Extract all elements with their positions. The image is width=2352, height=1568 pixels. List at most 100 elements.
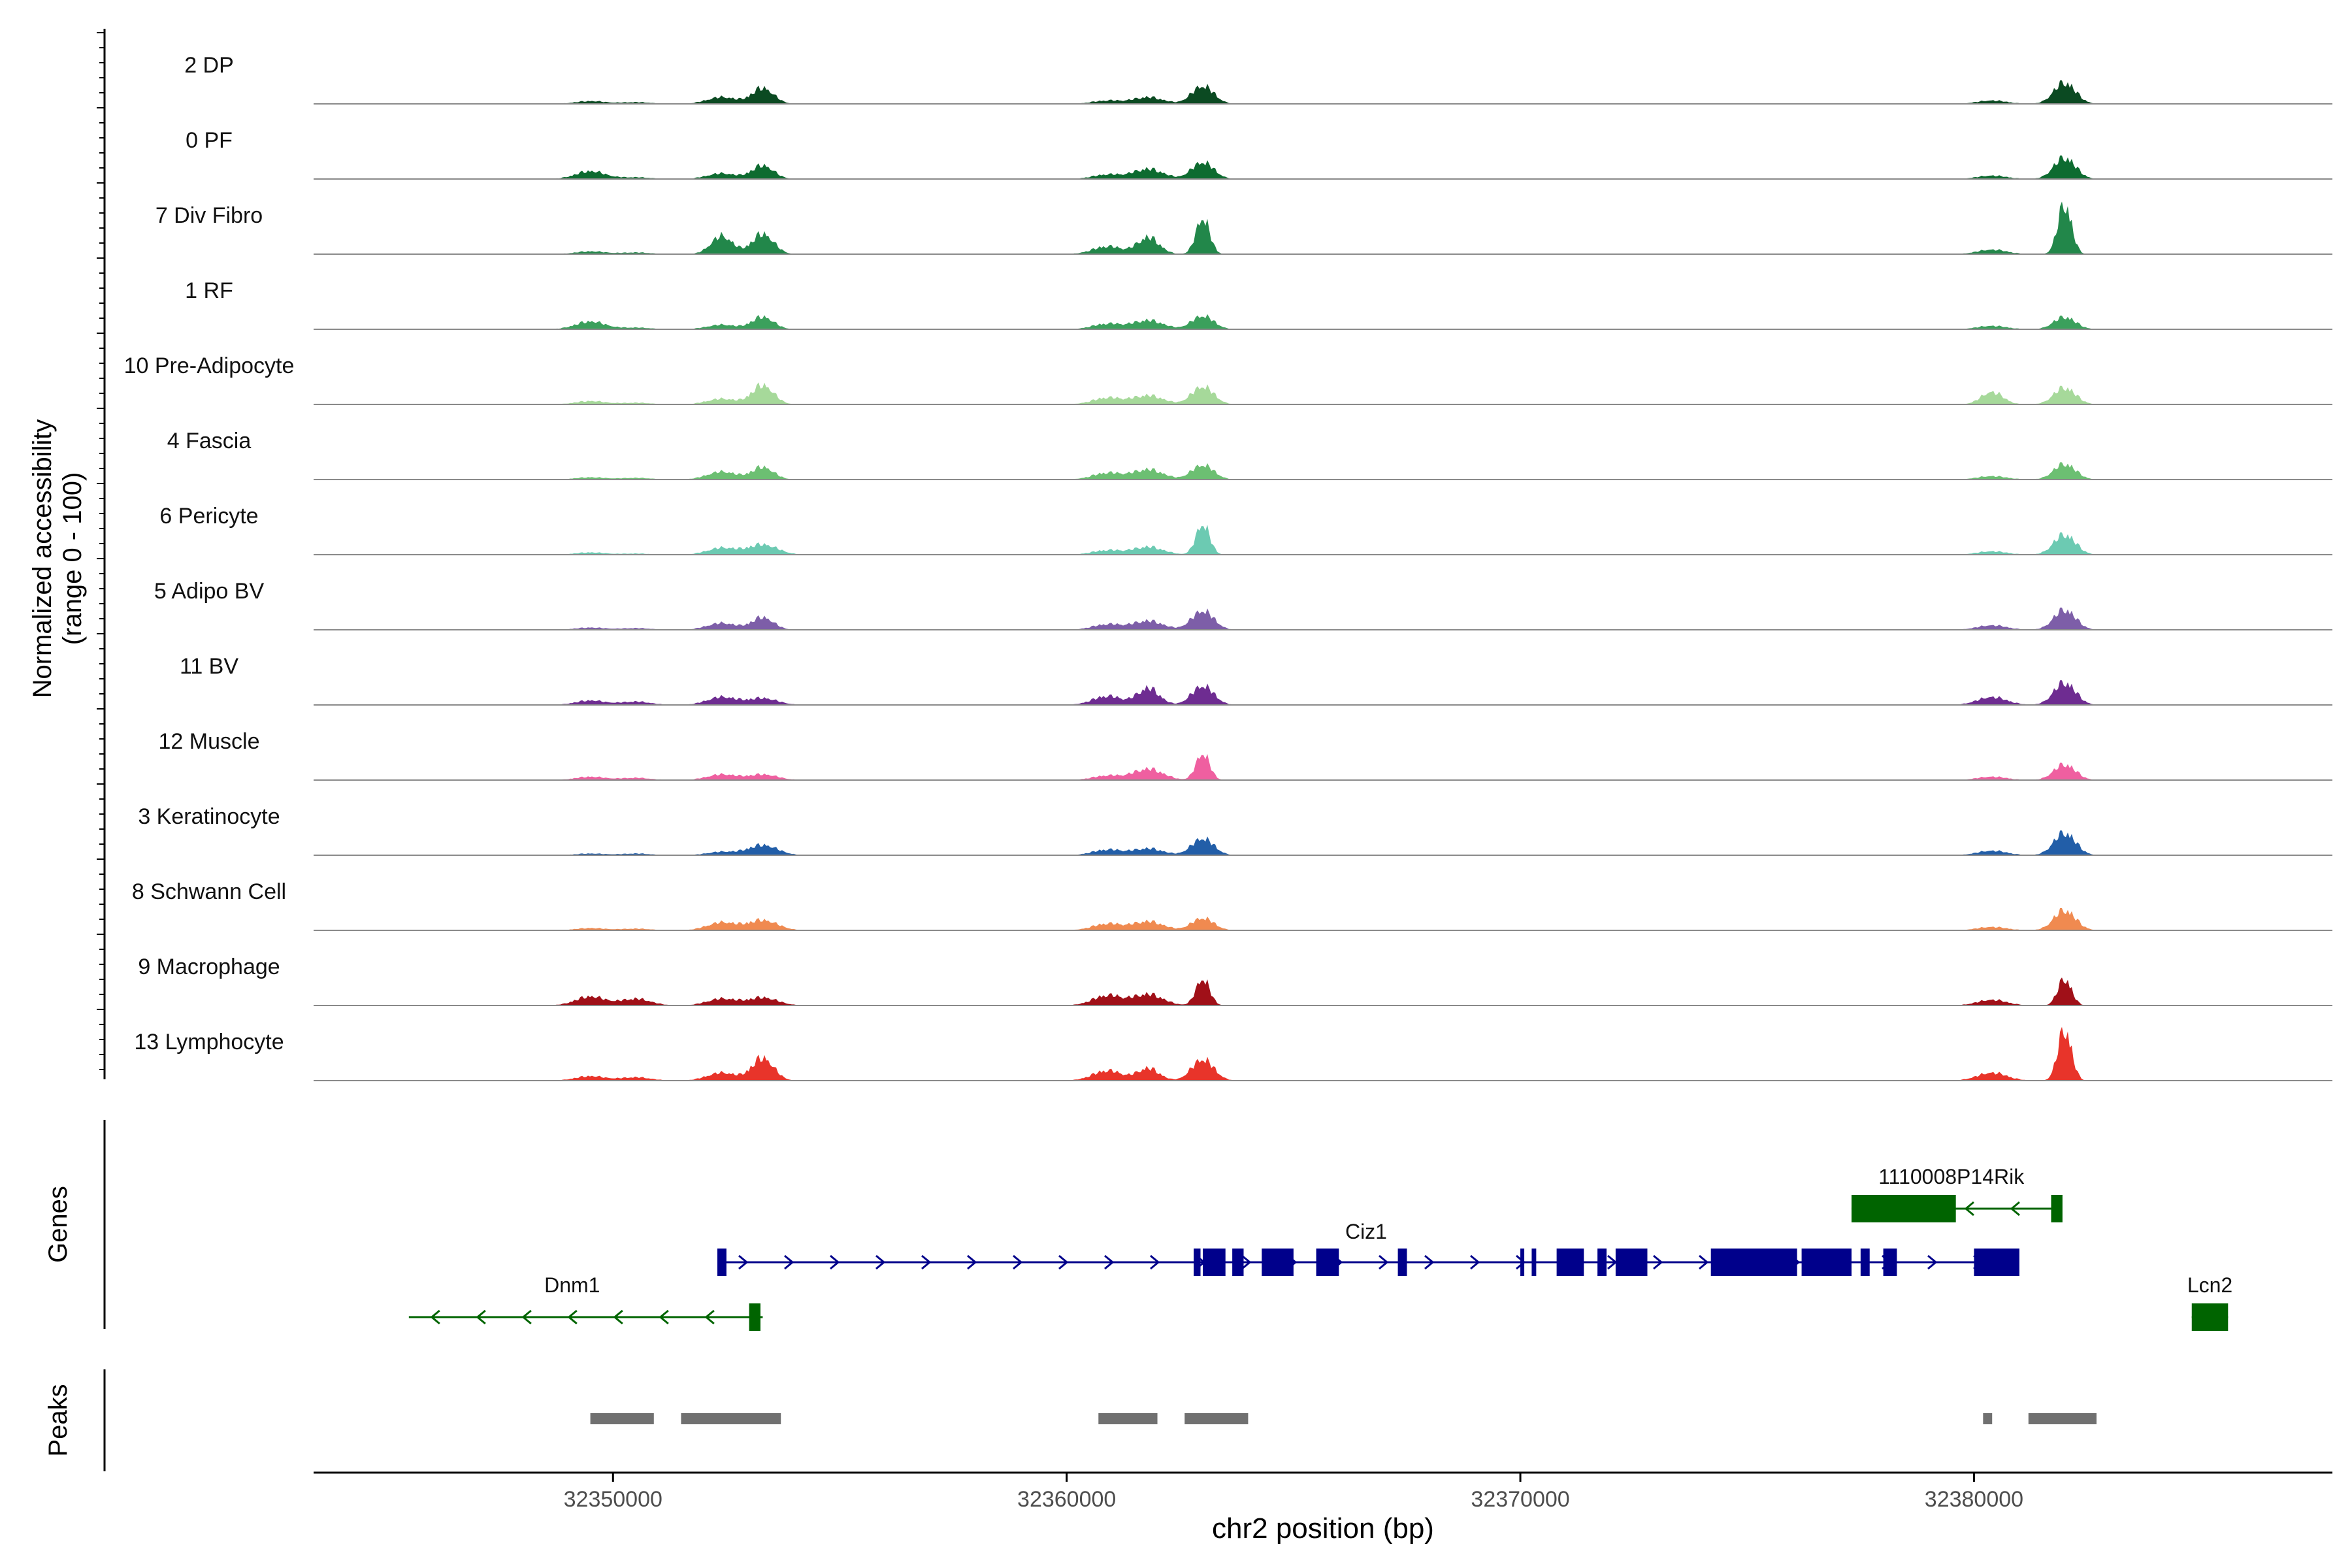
gene-label: Lcn2 bbox=[2187, 1273, 2232, 1297]
gene-ciz1: Ciz1 bbox=[717, 1220, 2019, 1276]
track-signal bbox=[314, 314, 2332, 329]
track-label: 5 Adipo BV bbox=[154, 579, 265, 604]
strand-arrow bbox=[476, 1309, 486, 1325]
track-signal bbox=[314, 830, 2332, 855]
gene-exon bbox=[749, 1303, 760, 1331]
track-label: 12 Muscle bbox=[159, 729, 260, 754]
peak-region bbox=[590, 1413, 654, 1424]
strand-arrow bbox=[430, 1309, 440, 1325]
track-label: 11 BV bbox=[180, 654, 238, 679]
track-label: 6 Pericyte bbox=[159, 504, 258, 529]
strand-arrow bbox=[1927, 1254, 1938, 1270]
gene-exon bbox=[2051, 1195, 2063, 1222]
gene-exon bbox=[2191, 1303, 2229, 1331]
track-signal bbox=[314, 462, 2332, 480]
gene-exon bbox=[1860, 1249, 1870, 1276]
strand-arrow bbox=[1013, 1254, 1023, 1270]
strand-arrow bbox=[1424, 1254, 1435, 1270]
track-11: 3 Keratinocyte bbox=[138, 804, 2332, 856]
gene-exon bbox=[1556, 1249, 1584, 1276]
peak-region bbox=[1184, 1413, 1249, 1424]
track-label: 9 Macrophage bbox=[138, 955, 280, 979]
track-signal bbox=[314, 382, 2332, 404]
x-tick-label: 32350000 bbox=[564, 1487, 662, 1512]
gene-exon bbox=[1202, 1249, 1226, 1276]
strand-arrow bbox=[521, 1309, 532, 1325]
track-signal bbox=[314, 155, 2332, 179]
track-signal bbox=[314, 80, 2332, 104]
track-signal bbox=[314, 525, 2332, 555]
gene-exon bbox=[1262, 1249, 1294, 1276]
track-9: 11 BV bbox=[180, 654, 2332, 706]
track-1: 2 DP bbox=[184, 53, 2332, 105]
strand-arrow bbox=[2010, 1201, 2020, 1217]
strand-arrow bbox=[784, 1254, 794, 1270]
track-label: 1 RF bbox=[185, 278, 233, 303]
track-label: 2 DP bbox=[184, 53, 234, 78]
track-13: 9 Macrophage bbox=[138, 955, 2332, 1006]
strand-arrow bbox=[704, 1309, 715, 1325]
y-axis-title-line1: Normalized accessibility bbox=[28, 419, 57, 698]
track-signal bbox=[314, 754, 2332, 780]
x-tick-label: 32380000 bbox=[1925, 1487, 2023, 1512]
strand-arrow bbox=[1058, 1254, 1069, 1270]
track-8: 5 Adipo BV bbox=[154, 579, 2332, 630]
track-label: 8 Schwann Cell bbox=[132, 879, 286, 904]
track-3: 7 Div Fibro bbox=[155, 201, 2332, 255]
gene-exon bbox=[1974, 1249, 2019, 1276]
strand-arrow bbox=[1150, 1254, 1160, 1270]
track-label: 3 Keratinocyte bbox=[138, 804, 280, 829]
y-axis-title-line2: (range 0 - 100) bbox=[58, 472, 87, 645]
gene-exon bbox=[1194, 1249, 1201, 1276]
peak-region bbox=[2028, 1413, 2097, 1424]
tracks-y-ticks bbox=[97, 32, 105, 1070]
track-label: 0 PF bbox=[186, 128, 233, 153]
gene-exon bbox=[1531, 1249, 1537, 1276]
strand-arrow bbox=[1379, 1254, 1389, 1270]
gene-dnm1: Dnm1 bbox=[408, 1273, 763, 1331]
accessibility-tracks: 2 DP 0 PF 7 Div Fibro 1 RF 10 Pre-Adipocyte 4… bbox=[124, 53, 2332, 1081]
track-2: 0 PF bbox=[186, 128, 2332, 180]
gene-exon bbox=[1316, 1249, 1339, 1276]
track-label: 4 Fascia bbox=[167, 429, 252, 453]
strand-arrow bbox=[1699, 1254, 1709, 1270]
strand-arrow bbox=[830, 1254, 840, 1270]
track-6: 4 Fascia bbox=[167, 429, 2332, 480]
strand-arrow bbox=[659, 1309, 669, 1325]
gene-annotation-panel: 1110008P14Rik Ciz1 Dnm1 Lcn2 bbox=[408, 1165, 2232, 1331]
peak-region bbox=[1098, 1413, 1158, 1424]
gene-exon bbox=[1520, 1249, 1525, 1276]
track-10: 12 Muscle bbox=[159, 729, 2332, 781]
track-12: 8 Schwann Cell bbox=[132, 879, 2332, 931]
strand-arrow bbox=[875, 1254, 886, 1270]
x-tick-label: 32360000 bbox=[1017, 1487, 1116, 1512]
gene-exon bbox=[1801, 1249, 1852, 1276]
peak-region bbox=[1983, 1413, 1993, 1424]
gene-exon bbox=[1232, 1249, 1244, 1276]
gene-exon bbox=[1710, 1249, 1797, 1276]
gene-label: 1110008P14Rik bbox=[1878, 1165, 2025, 1188]
track-4: 1 RF bbox=[185, 278, 2332, 330]
gene-lcn2: Lcn2 bbox=[2187, 1273, 2232, 1331]
track-signal bbox=[314, 908, 2332, 930]
track-signal bbox=[314, 1026, 2332, 1081]
track-signal bbox=[314, 608, 2332, 630]
x-axis-ticks: 32350000 32360000 32370000 32380000 bbox=[564, 1473, 2023, 1512]
peaks-panel-label: Peaks bbox=[44, 1384, 73, 1456]
track-label: 13 Lymphocyte bbox=[134, 1030, 284, 1054]
track-signal bbox=[314, 680, 2332, 705]
gene-label: Ciz1 bbox=[1345, 1220, 1387, 1243]
track-label: 10 Pre-Adipocyte bbox=[124, 353, 295, 378]
gene-exon bbox=[1615, 1249, 1648, 1276]
gene-exon bbox=[1851, 1195, 1956, 1222]
strand-arrow bbox=[567, 1309, 578, 1325]
gene-exon bbox=[717, 1249, 727, 1276]
peak-region-panel bbox=[590, 1413, 2097, 1424]
strand-arrow bbox=[921, 1254, 932, 1270]
strand-arrow bbox=[1241, 1254, 1252, 1270]
strand-arrow bbox=[1470, 1254, 1480, 1270]
strand-arrow bbox=[613, 1309, 623, 1325]
strand-arrow bbox=[967, 1254, 977, 1270]
gene-exon bbox=[1883, 1249, 1897, 1276]
